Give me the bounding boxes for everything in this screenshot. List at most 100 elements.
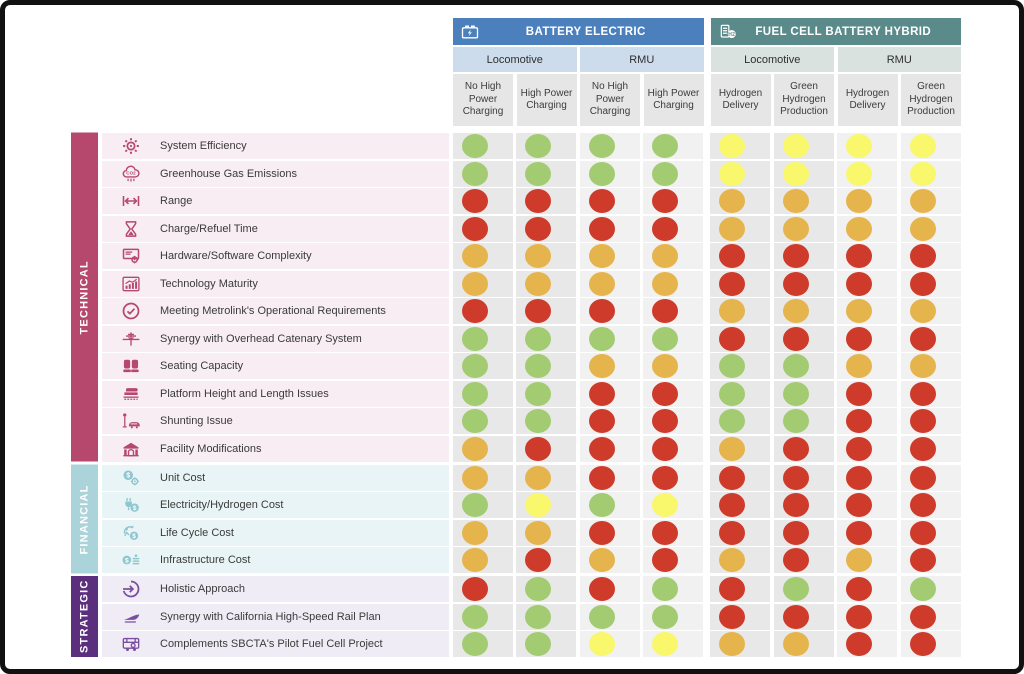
row-label: Technology Maturity (160, 277, 258, 290)
row-label: Complements SBCTA's Pilot Fuel Cell Proj… (160, 638, 383, 650)
row-label-strip: Charge/Refuel Time (102, 215, 449, 242)
rating-cell (837, 576, 897, 602)
table-row: Technology Maturity (102, 270, 961, 297)
rating-dot (909, 577, 936, 601)
rating-cell (837, 270, 897, 297)
rating-cell (710, 519, 770, 546)
rating-cell (773, 464, 834, 491)
rating-cell (773, 408, 834, 434)
rating-dot (909, 409, 936, 433)
rating-cell (900, 188, 961, 214)
rating-dot (719, 161, 745, 186)
rating-dot (782, 604, 809, 629)
table-row: Range (102, 188, 961, 214)
rating-dot (461, 216, 488, 241)
row-label: Facility Modifications (160, 442, 262, 455)
rating-cell (837, 298, 897, 324)
rating-dot (525, 299, 551, 323)
rating-dot (525, 520, 551, 545)
rating-dot (588, 465, 615, 490)
rating-cell (643, 435, 703, 462)
rating-dot (909, 520, 936, 545)
rating-cell (643, 408, 703, 434)
rating-dot (909, 189, 936, 213)
rating-cell (516, 519, 576, 546)
rating-dot (846, 632, 872, 656)
rating-dot (909, 216, 936, 241)
rating-dot (525, 244, 551, 268)
rating-dot (719, 381, 745, 406)
rating-cell (516, 243, 576, 269)
svg-text:H2: H2 (728, 32, 735, 38)
rating-cell (643, 464, 703, 491)
row-label: Life Cycle Cost (160, 526, 234, 539)
rating-cell (579, 435, 640, 462)
rating-cell (837, 380, 897, 407)
table-body: TECHNICAL System Efficiency CO2 Greenhouse … (71, 133, 961, 660)
group-title: FUEL CELL BATTERY HYBRID (755, 25, 932, 38)
column-header: High Power Charging (516, 74, 577, 126)
row-label-strip: CO2 Greenhouse Gas Emissions (102, 160, 449, 187)
rating-dot (461, 354, 488, 378)
rating-cell (900, 243, 961, 269)
rating-cell (710, 492, 770, 518)
row-label: Meeting Metrolink's Operational Requirem… (160, 305, 386, 317)
rating-dot (846, 299, 872, 323)
rating-dot (588, 436, 615, 461)
rating-cell (516, 325, 576, 352)
rating-cell (837, 435, 897, 462)
rating-cell (643, 133, 703, 159)
rating-dot (719, 465, 745, 490)
rating-cell (900, 547, 961, 573)
rating-dot (782, 632, 809, 656)
table-row: Holistic Approach (102, 576, 961, 602)
rating-dot (525, 381, 551, 406)
rating-dot (588, 189, 615, 213)
table-row: Platform Height and Length Issues (102, 380, 961, 407)
rating-cell (773, 215, 834, 242)
subgroup-header-rmu: RMU (580, 47, 704, 72)
rating-cell (643, 188, 703, 214)
rating-dot (846, 577, 872, 601)
rating-dot (909, 161, 936, 186)
rating-dot (782, 216, 809, 241)
rating-dot (846, 134, 872, 158)
row-label-strip: Technology Maturity (102, 270, 449, 297)
group-header: BATTERY ELECTRIC (453, 18, 704, 45)
rating-cell (773, 270, 834, 297)
rating-dot (719, 354, 745, 378)
rating-cell (516, 547, 576, 573)
rating-dot (909, 632, 936, 656)
rating-cell (579, 408, 640, 434)
rating-cell (452, 519, 513, 546)
subgroup-row: Locomotive RMU (710, 47, 961, 72)
rating-cell (900, 519, 961, 546)
rating-cell (516, 492, 576, 518)
rating-cell (643, 215, 703, 242)
rating-dot (588, 520, 615, 545)
rating-dot (846, 189, 872, 213)
rating-cell (900, 325, 961, 352)
rating-dot (782, 493, 809, 517)
rating-dot (846, 244, 872, 268)
row-label: Platform Height and Length Issues (160, 387, 329, 400)
rating-dot (782, 189, 809, 213)
rating-cell (773, 298, 834, 324)
rating-dot (652, 409, 678, 433)
row-label-strip: Hardware/Software Complexity (102, 243, 449, 269)
monitor-gear-icon (102, 246, 160, 266)
category-label: STRATEGIC (71, 576, 98, 657)
subgroup-header-locomotive: Locomotive (710, 47, 834, 72)
row-label: System Efficiency (160, 140, 247, 152)
row-label: Holistic Approach (160, 583, 245, 595)
table-row: Seating Capacity (102, 353, 961, 379)
rating-dot (846, 409, 872, 433)
rating-dot (652, 161, 678, 186)
rating-dot (909, 436, 936, 461)
range-arrows-icon (102, 191, 160, 211)
rating-cell (837, 603, 897, 630)
rating-cell (516, 298, 576, 324)
rating-dot (588, 216, 615, 241)
arrow-circle-icon (102, 579, 160, 599)
table-row: $ Unit Cost (102, 464, 961, 491)
